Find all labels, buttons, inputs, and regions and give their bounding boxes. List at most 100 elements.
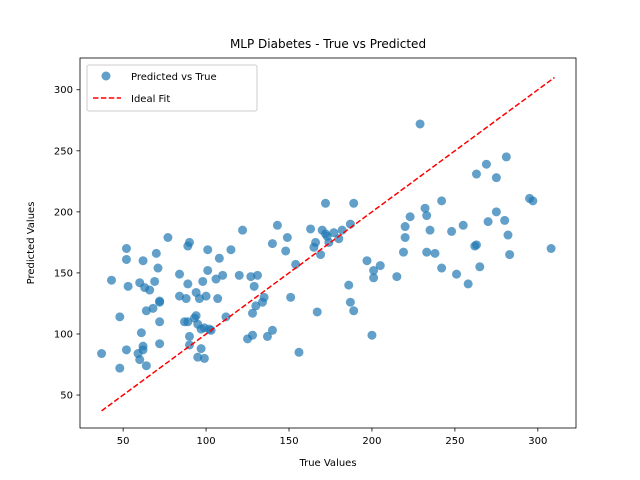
chart-title: MLP Diabetes - True vs Predicted bbox=[230, 37, 426, 51]
data-point bbox=[286, 292, 296, 302]
data-point bbox=[214, 253, 224, 263]
data-point bbox=[344, 280, 354, 290]
data-point bbox=[452, 269, 462, 279]
data-point bbox=[367, 330, 377, 340]
data-point bbox=[362, 256, 372, 266]
data-point bbox=[349, 306, 359, 316]
data-point bbox=[294, 347, 304, 357]
data-point bbox=[272, 220, 282, 230]
data-point bbox=[121, 254, 131, 264]
data-point bbox=[184, 331, 194, 341]
y-tick-label: 50 bbox=[60, 391, 73, 402]
x-tick-label: 150 bbox=[279, 436, 298, 447]
plot-frame bbox=[79, 57, 577, 429]
data-point bbox=[196, 344, 206, 354]
x-tick-label: 300 bbox=[528, 436, 547, 447]
data-point bbox=[398, 247, 408, 257]
data-point bbox=[97, 349, 107, 359]
data-point bbox=[107, 275, 117, 285]
data-point bbox=[437, 196, 447, 206]
x-tick-label: 100 bbox=[197, 436, 216, 447]
data-point bbox=[430, 248, 440, 258]
data-point bbox=[528, 196, 538, 206]
legend: Predicted vs True Ideal Fit bbox=[86, 64, 258, 112]
x-tick-label: 200 bbox=[362, 436, 381, 447]
data-point bbox=[211, 274, 221, 284]
data-point bbox=[505, 250, 515, 260]
data-point bbox=[253, 270, 262, 280]
data-point bbox=[183, 317, 193, 327]
data-point bbox=[475, 262, 485, 272]
data-point bbox=[420, 203, 430, 213]
data-point bbox=[246, 272, 256, 282]
data-point bbox=[262, 331, 272, 341]
data-point bbox=[135, 355, 145, 365]
y-tick-label: 100 bbox=[54, 329, 73, 340]
data-point bbox=[221, 312, 231, 322]
data-point bbox=[136, 328, 146, 338]
data-point bbox=[306, 224, 316, 234]
points-layer bbox=[97, 119, 556, 373]
data-point bbox=[138, 256, 148, 266]
data-point bbox=[226, 245, 236, 255]
data-point bbox=[316, 250, 326, 260]
legend-label-points: Predicted vs True bbox=[131, 72, 217, 83]
data-point bbox=[199, 353, 209, 363]
data-point bbox=[425, 225, 435, 235]
data-point bbox=[145, 285, 155, 295]
data-point bbox=[184, 237, 194, 247]
data-point bbox=[141, 361, 151, 371]
data-point bbox=[248, 330, 258, 340]
data-point bbox=[471, 240, 481, 250]
data-point bbox=[345, 297, 355, 307]
y-tick-label: 300 bbox=[54, 85, 73, 96]
data-point bbox=[481, 159, 491, 169]
data-point bbox=[491, 207, 501, 217]
data-point bbox=[311, 237, 321, 247]
ideal-fit-line bbox=[101, 76, 555, 412]
data-point bbox=[203, 245, 213, 255]
data-point bbox=[500, 215, 510, 225]
data-point bbox=[329, 228, 339, 238]
data-point bbox=[369, 273, 379, 283]
data-point bbox=[546, 244, 556, 253]
data-point bbox=[115, 363, 125, 373]
data-point bbox=[349, 198, 359, 208]
ideal-line-layer bbox=[101, 76, 555, 412]
data-point bbox=[121, 244, 131, 253]
data-point bbox=[447, 226, 457, 236]
data-point bbox=[234, 270, 244, 280]
data-point bbox=[458, 220, 468, 230]
data-point bbox=[155, 297, 165, 307]
x-axis: 50 100 150 200 250 300 bbox=[117, 428, 547, 447]
data-point bbox=[321, 198, 331, 208]
data-point bbox=[163, 233, 173, 242]
data-point bbox=[392, 272, 402, 282]
x-axis-label: True Values bbox=[298, 458, 356, 469]
y-tick-label: 250 bbox=[54, 146, 73, 157]
data-point bbox=[251, 301, 261, 311]
data-point bbox=[501, 152, 511, 162]
data-point bbox=[153, 263, 163, 273]
data-point bbox=[198, 276, 208, 286]
data-point bbox=[312, 307, 322, 317]
data-point bbox=[249, 281, 259, 291]
data-point bbox=[437, 263, 447, 273]
data-point bbox=[121, 345, 131, 355]
y-tick-label: 150 bbox=[54, 268, 73, 279]
data-point bbox=[248, 308, 258, 318]
data-point bbox=[267, 239, 277, 249]
data-point bbox=[334, 234, 344, 244]
y-axis-label: Predicted Values bbox=[26, 202, 37, 285]
data-point bbox=[183, 279, 193, 289]
data-point bbox=[405, 212, 415, 222]
legend-box bbox=[86, 64, 258, 112]
data-point bbox=[259, 292, 269, 302]
data-point bbox=[471, 169, 481, 179]
data-point bbox=[138, 341, 148, 351]
data-point bbox=[267, 325, 277, 335]
data-point bbox=[238, 225, 248, 235]
data-point bbox=[150, 276, 160, 286]
data-point bbox=[503, 230, 513, 240]
